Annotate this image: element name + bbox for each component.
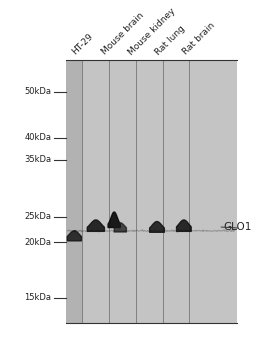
Text: 40kDa: 40kDa (24, 133, 51, 142)
Text: 20kDa: 20kDa (24, 238, 51, 247)
Text: 50kDa: 50kDa (24, 87, 51, 96)
Bar (66, 60, 82, 323)
Text: Rat lung: Rat lung (154, 24, 187, 57)
Text: 25kDa: 25kDa (24, 213, 51, 221)
Text: Mouse kidney: Mouse kidney (127, 6, 177, 57)
Bar (82, 60, 237, 323)
Text: 35kDa: 35kDa (24, 155, 51, 164)
Text: HT-29: HT-29 (71, 32, 95, 57)
Text: Rat brain: Rat brain (181, 21, 216, 57)
Text: 15kDa: 15kDa (24, 293, 51, 302)
Text: Mouse brain: Mouse brain (100, 11, 146, 57)
Text: GLO1: GLO1 (224, 222, 252, 232)
